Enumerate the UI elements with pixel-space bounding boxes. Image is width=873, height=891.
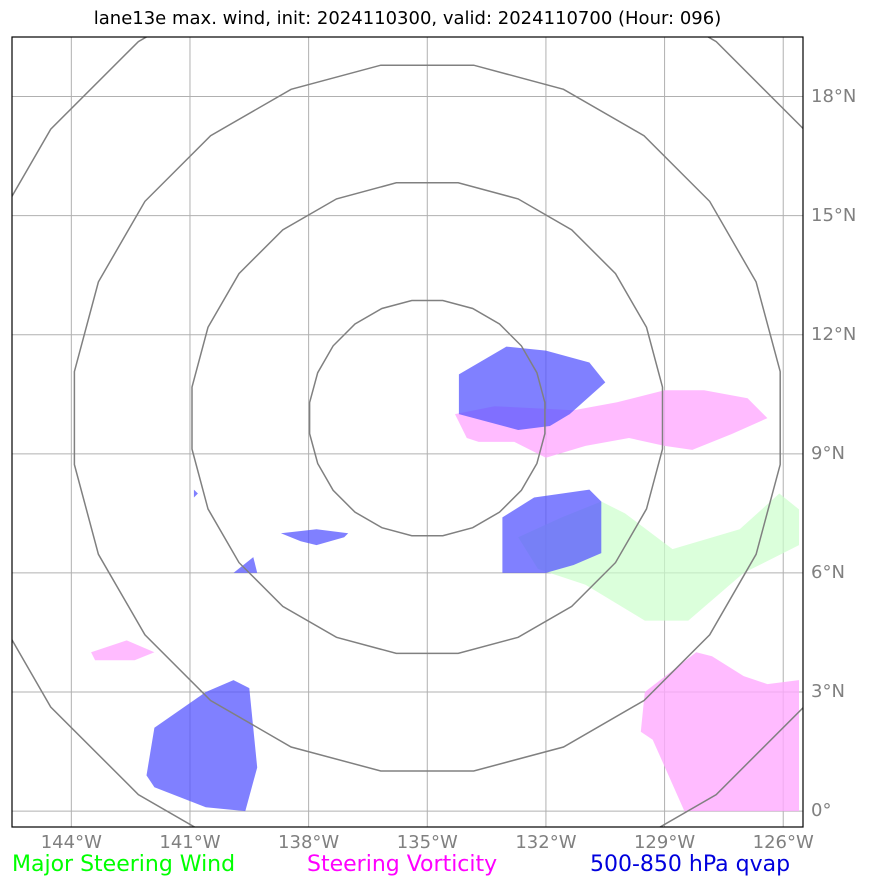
lat-tick-label: 15°N <box>811 204 857 226</box>
steering-vorticity-area <box>640 652 799 812</box>
legend-qvap: 500-850 hPa qvap <box>590 852 791 877</box>
qvap-area <box>233 557 258 573</box>
steering-vorticity-area <box>91 640 155 661</box>
lon-tick-label: 135°W <box>396 832 458 853</box>
lat-tick-label: 9°N <box>811 442 845 464</box>
lat-tick-label: 6°N <box>811 561 845 583</box>
map-frame <box>11 36 804 828</box>
lon-tick-label: 141°W <box>159 832 221 853</box>
qvap-area <box>502 489 602 573</box>
range-ring <box>73 64 781 772</box>
steering-vorticity-area <box>455 390 768 458</box>
lon-tick-label: 126°W <box>752 832 814 853</box>
range-ring <box>308 299 546 537</box>
qvap-area <box>458 346 606 430</box>
steering-vorticity-layer <box>91 390 799 812</box>
map-title: lane13e max. wind, init: 2024110300, val… <box>93 8 722 29</box>
range-ring <box>191 182 664 655</box>
lon-tick-label: 144°W <box>40 832 102 853</box>
lat-tick-label: 12°N <box>811 323 857 345</box>
qvap-area <box>193 489 198 498</box>
legend-steering-vorticity: Steering Vorticity <box>307 852 498 877</box>
lon-tick-label: 129°W <box>633 832 696 853</box>
qvap-area <box>146 680 258 812</box>
lat-tick-label: 0° <box>811 800 832 822</box>
lat-tick-label: 18°N <box>811 85 857 107</box>
lon-tick-label: 132°W <box>515 832 577 853</box>
lon-tick-label: 138°W <box>278 832 340 853</box>
lat-tick-label: 3°N <box>811 681 845 703</box>
legend-steering-wind: Major Steering Wind <box>12 852 236 877</box>
qvap-layer <box>146 346 606 812</box>
qvap-area <box>280 529 349 546</box>
graticule <box>12 37 803 827</box>
